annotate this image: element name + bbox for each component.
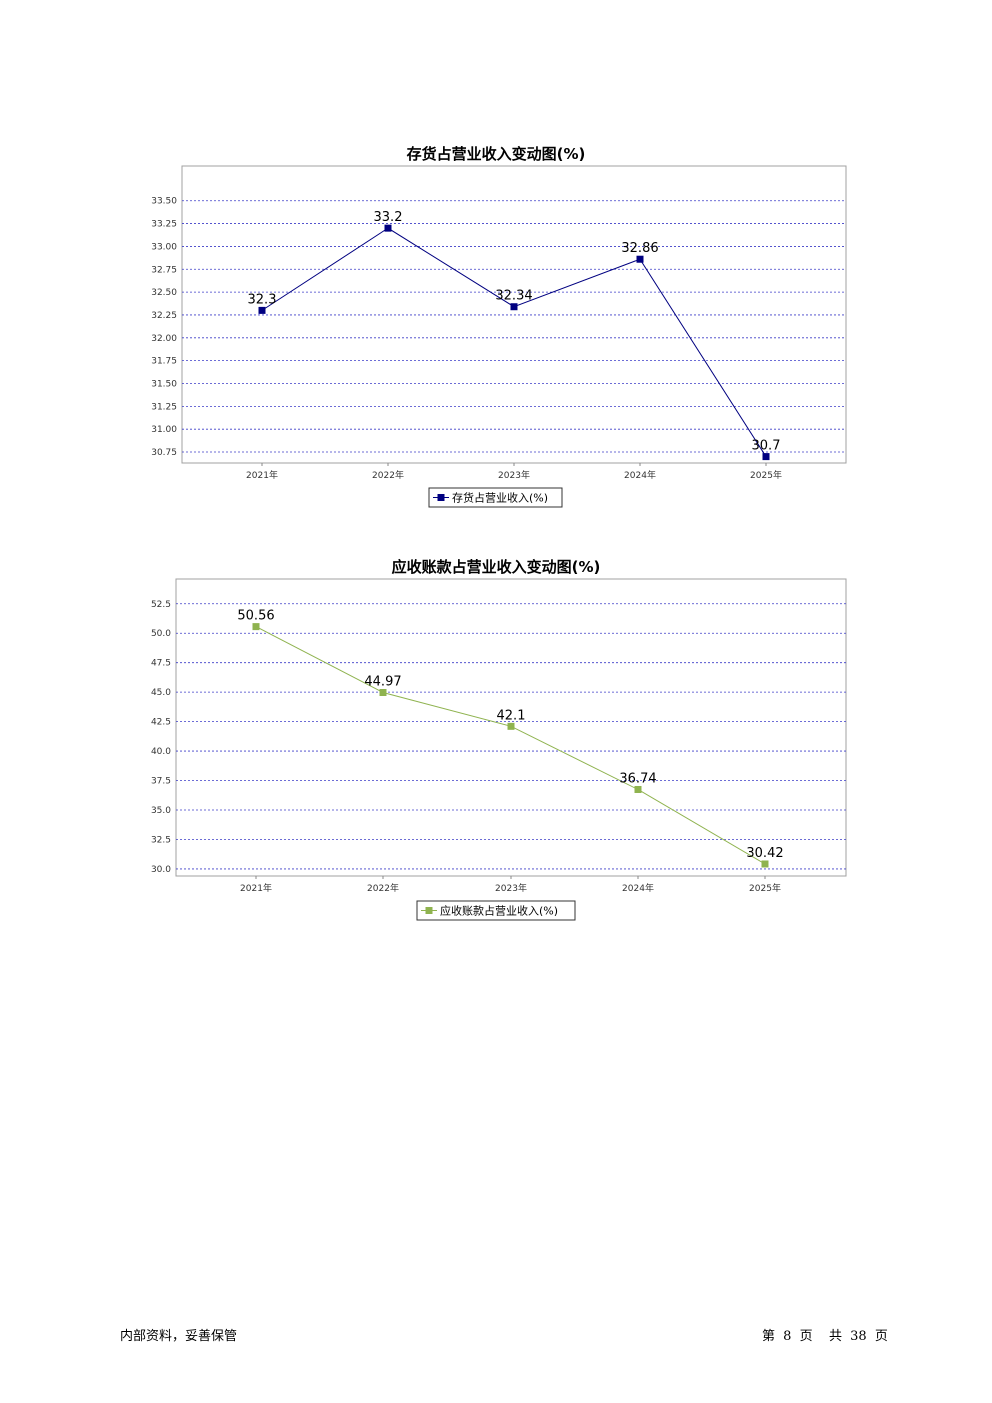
footer-confidential-note: 内部资料，妥善保管 bbox=[120, 1329, 238, 1344]
y-tick-label: 31.75 bbox=[151, 357, 177, 367]
x-tick-label: 2023年 bbox=[495, 882, 527, 894]
y-tick-label: 35.0 bbox=[151, 806, 171, 816]
page-prefix: 第 bbox=[762, 1329, 776, 1344]
y-tick-label: 52.5 bbox=[151, 600, 171, 610]
y-tick-label: 37.5 bbox=[151, 777, 171, 787]
total-pages: 38 bbox=[850, 1329, 867, 1344]
y-tick-label: 32.00 bbox=[151, 334, 177, 344]
x-tick-label: 2024年 bbox=[622, 882, 654, 894]
legend-box bbox=[416, 900, 576, 921]
page-number: 8 bbox=[783, 1329, 792, 1344]
y-tick-label: 30.0 bbox=[151, 865, 171, 875]
data-point bbox=[510, 303, 518, 311]
legend-label: 应收账款占营业收入(%) bbox=[440, 904, 558, 918]
y-tick-label: 33.00 bbox=[151, 242, 177, 252]
x-tick-label: 2022年 bbox=[367, 882, 399, 894]
x-tick-label: 2021年 bbox=[246, 469, 278, 481]
page-suffix: 页 bbox=[799, 1329, 813, 1344]
y-tick-label: 32.75 bbox=[151, 265, 177, 275]
legend-marker bbox=[425, 907, 433, 914]
y-tick-label: 32.5 bbox=[151, 835, 171, 845]
data-point bbox=[379, 688, 387, 696]
x-tick-label: 2024年 bbox=[624, 469, 656, 481]
data-label: 32.3 bbox=[248, 292, 277, 307]
total-suffix: 页 bbox=[874, 1329, 888, 1344]
y-tick-label: 31.00 bbox=[151, 425, 177, 435]
x-tick-label: 2025年 bbox=[749, 882, 781, 894]
y-tick-label: 45.0 bbox=[151, 688, 171, 698]
x-tick-label: 2022年 bbox=[372, 469, 404, 481]
legend-box bbox=[428, 487, 563, 508]
data-label: 32.34 bbox=[495, 289, 532, 304]
y-tick-label: 47.5 bbox=[151, 659, 171, 669]
data-point bbox=[258, 306, 266, 314]
x-tick-label: 2021年 bbox=[240, 882, 272, 894]
legend-marker bbox=[437, 494, 445, 501]
plot-area bbox=[181, 165, 847, 464]
data-point bbox=[761, 860, 769, 868]
y-tick-label: 40.0 bbox=[151, 747, 171, 757]
y-tick-label: 32.25 bbox=[151, 311, 177, 321]
data-label: 30.42 bbox=[746, 846, 783, 861]
x-tick-label: 2025年 bbox=[750, 469, 782, 481]
data-label: 44.97 bbox=[364, 674, 401, 689]
inventory-chart-title: 存货占营业收入变动图(%) bbox=[406, 145, 586, 163]
total-prefix: 共 bbox=[829, 1329, 843, 1344]
data-point bbox=[507, 722, 515, 730]
data-point bbox=[636, 255, 644, 263]
receivables-chart-title: 应收账款占营业收入变动图(%) bbox=[391, 558, 601, 576]
data-label: 32.86 bbox=[621, 241, 658, 256]
footer-page-info: 第 8 页 共 38 页 bbox=[760, 1325, 890, 1344]
data-point bbox=[252, 623, 260, 631]
y-tick-label: 42.5 bbox=[151, 718, 171, 728]
x-tick-label: 2023年 bbox=[498, 469, 530, 481]
data-point bbox=[634, 785, 642, 793]
data-label: 36.74 bbox=[619, 771, 656, 786]
y-tick-label: 33.50 bbox=[151, 197, 177, 207]
legend-label: 存货占营业收入(%) bbox=[452, 491, 548, 505]
y-tick-label: 31.25 bbox=[151, 402, 177, 412]
data-label: 33.2 bbox=[374, 210, 403, 225]
receivables-chart: 30.0 32.5 35.0 37.5 40.0 42.5 45.0 47.5 50.0 52.5… bbox=[151, 578, 847, 921]
inventory-chart: 30.75 31.00 31.25 31.50 31.75 32.00 32.25 32.50… bbox=[151, 165, 847, 508]
y-tick-label: 30.75 bbox=[151, 448, 177, 458]
y-tick-label: 50.0 bbox=[151, 629, 171, 639]
data-point bbox=[762, 453, 770, 461]
y-tick-label: 32.50 bbox=[151, 288, 177, 298]
data-label: 30.7 bbox=[752, 439, 781, 454]
data-label: 42.1 bbox=[497, 708, 526, 723]
data-label: 50.56 bbox=[237, 609, 274, 624]
data-point bbox=[384, 224, 392, 232]
y-tick-label: 31.50 bbox=[151, 379, 177, 389]
y-tick-label: 33.25 bbox=[151, 220, 177, 230]
